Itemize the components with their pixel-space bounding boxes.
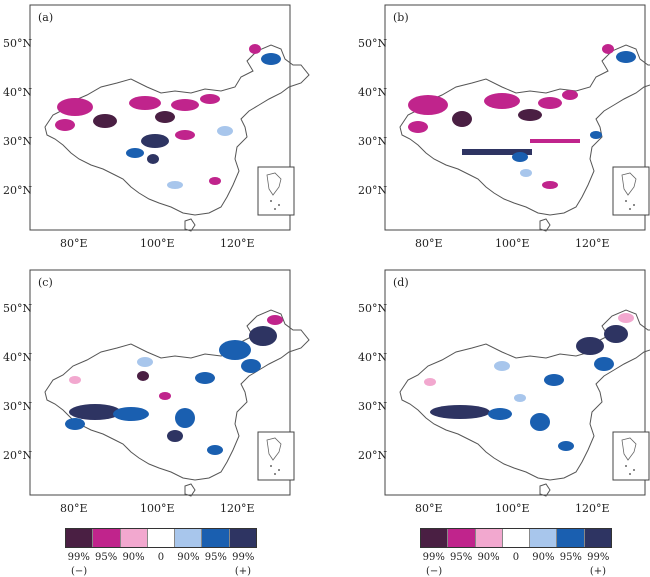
significance-patches: [65, 315, 283, 455]
legend-swatch: [120, 529, 148, 547]
legend-signs: (−) (+): [420, 566, 612, 577]
legend-swatch: [530, 529, 558, 547]
legend-label: 90%: [122, 552, 145, 563]
legend-label: 99%: [232, 552, 255, 563]
legend-label: 95%: [204, 552, 227, 563]
legend-label: 90%: [477, 552, 500, 563]
panel-d: (d) 50°N 40°N 30°N 20°N 80°E 100°E: [358, 269, 650, 515]
panel-label: (a): [38, 11, 53, 24]
lon-tick: 120°E: [575, 502, 610, 515]
lat-tick: 50°N: [358, 302, 387, 315]
significance-patches: [424, 313, 634, 451]
lat-tick: 40°N: [358, 351, 387, 364]
legend-swatch: [175, 529, 203, 547]
legend-label: 99%: [422, 552, 445, 563]
lon-tick: 100°E: [495, 502, 530, 515]
lat-tick: 20°N: [3, 184, 32, 197]
legend-label: 95%: [450, 552, 473, 563]
legend-label: 99%: [587, 552, 610, 563]
panel-frame: [29, 269, 291, 496]
legend-swatch: [448, 529, 476, 547]
legend-left: 99% 95% 90% 0 90% 95% 99% (−) (+): [65, 528, 257, 577]
lat-tick: 30°N: [358, 135, 387, 148]
panel-c: (c) 50°N 40°N 30°N: [3, 269, 310, 515]
lon-tick: 120°E: [220, 237, 255, 250]
legend-labels: 99% 95% 90% 0 90% 95% 99%: [65, 552, 257, 563]
legend-swatch: [421, 529, 449, 547]
legend-label: 0: [157, 552, 165, 563]
lat-tick: 30°N: [3, 135, 32, 148]
lon-tick: 120°E: [220, 502, 255, 515]
lon-tick: 100°E: [140, 237, 175, 250]
lon-tick: 100°E: [495, 237, 530, 250]
lat-tick: 50°N: [3, 302, 32, 315]
legend-swatch: [147, 529, 176, 547]
lat-tick: 20°N: [358, 184, 387, 197]
legend-swatch: [229, 529, 256, 547]
legend-label: 90%: [177, 552, 200, 563]
lon-tick: 80°E: [415, 502, 443, 515]
significance-patches: [55, 44, 281, 189]
legend-label: 0: [512, 552, 520, 563]
legend-swatch: [557, 529, 585, 547]
lon-tick: 80°E: [60, 237, 88, 250]
panel-label: (d): [393, 276, 409, 289]
lat-tick: 30°N: [3, 400, 32, 413]
legend-negative-sign: (−): [71, 566, 88, 577]
panel-frame: [384, 269, 646, 496]
legend-label: 95%: [559, 552, 582, 563]
legend-label: 90%: [532, 552, 555, 563]
legend-positive-sign: (+): [589, 566, 606, 577]
legend-positive-sign: (+): [234, 566, 251, 577]
lat-tick: 50°N: [3, 37, 32, 50]
legend-label: 95%: [95, 552, 118, 563]
significance-patches: [408, 44, 636, 189]
legend-label: 99%: [67, 552, 90, 563]
panel-b: (b) 50°N 40°N 30°N: [358, 4, 650, 250]
lon-tick: 120°E: [575, 237, 610, 250]
legend-colorbar: [65, 528, 257, 548]
lon-tick: 100°E: [140, 502, 175, 515]
legend-swatch: [584, 529, 611, 547]
panel-a: (a) 50°N 40°N: [3, 4, 310, 250]
panel-label: (c): [38, 276, 53, 289]
lat-tick: 20°N: [3, 449, 32, 462]
lat-tick: 40°N: [3, 86, 32, 99]
lon-tick: 80°E: [415, 237, 443, 250]
legend-colorbar: [420, 528, 612, 548]
legend-swatch: [502, 529, 531, 547]
panel-frame: [384, 4, 646, 231]
lat-tick: 30°N: [358, 400, 387, 413]
lat-tick: 50°N: [358, 37, 387, 50]
legend-swatch: [475, 529, 503, 547]
legend-swatch: [93, 529, 121, 547]
lat-tick: 40°N: [358, 86, 387, 99]
panel-label: (b): [393, 11, 409, 24]
legend-labels: 99% 95% 90% 0 90% 95% 99%: [420, 552, 612, 563]
lat-tick: 20°N: [358, 449, 387, 462]
legend-negative-sign: (−): [426, 566, 443, 577]
legend-right: 99% 95% 90% 0 90% 95% 99% (−) (+): [420, 528, 612, 577]
legend-signs: (−) (+): [65, 566, 257, 577]
lat-tick: 40°N: [3, 351, 32, 364]
legend-swatch: [202, 529, 230, 547]
lon-tick: 80°E: [60, 502, 88, 515]
legend-swatch: [66, 529, 94, 547]
